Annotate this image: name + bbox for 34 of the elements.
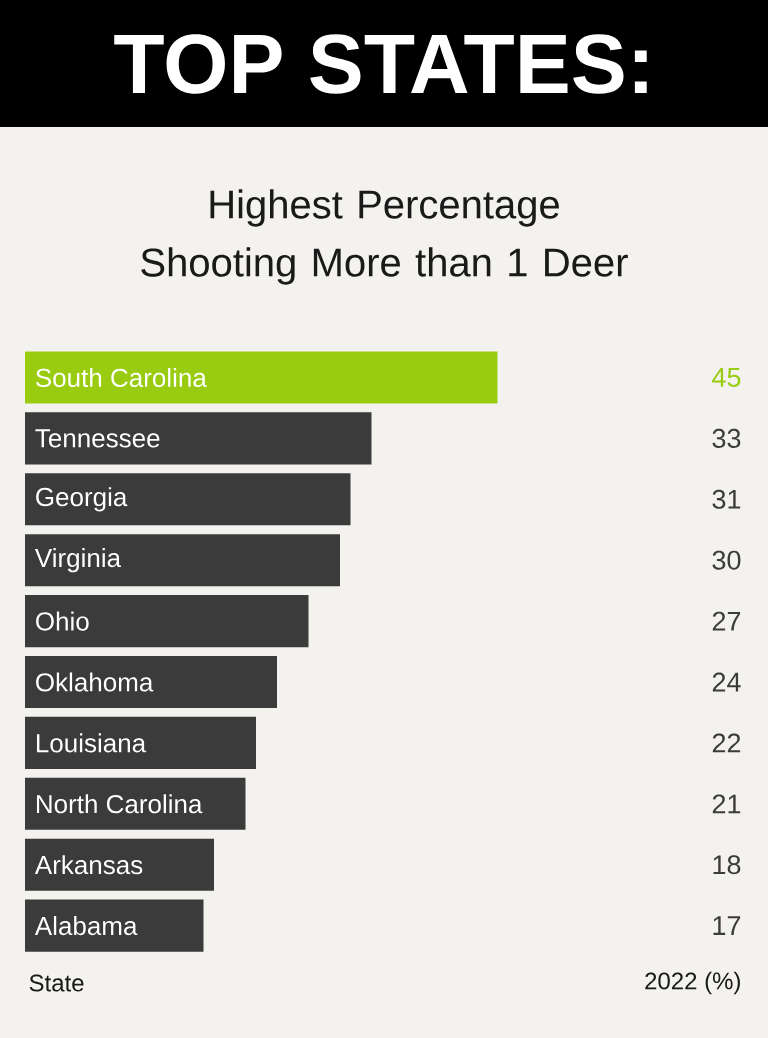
data-label: 18 bbox=[713, 855, 741, 875]
bar bbox=[25, 534, 340, 587]
data-label: 30 bbox=[712, 550, 741, 570]
y-tick-label: Georgia bbox=[36, 487, 128, 512]
y-tick-label: Louisiana bbox=[36, 733, 147, 753]
y-tick-label: Virginia bbox=[34, 548, 122, 573]
data-label: 31 bbox=[712, 489, 741, 509]
data-label: 27 bbox=[712, 611, 741, 631]
y-tick-label: Oklahoma bbox=[36, 672, 154, 692]
data-label: 45 bbox=[712, 368, 741, 387]
bar bbox=[25, 473, 351, 526]
bar bbox=[25, 899, 204, 952]
data-label: 21 bbox=[712, 794, 741, 814]
bar bbox=[25, 716, 256, 769]
data-label: 17 bbox=[713, 916, 741, 935]
y-tick-label: North Carolina bbox=[36, 794, 203, 814]
y-tick-label: Alabama bbox=[34, 916, 138, 936]
data-label: 24 bbox=[712, 672, 741, 692]
y-tick-label: South Carolina bbox=[36, 367, 207, 388]
y-tick-label: Ohio bbox=[36, 611, 89, 631]
y-tick-label: Tennessee bbox=[35, 429, 160, 448]
text: 2022 (%) bbox=[645, 971, 740, 995]
bar bbox=[25, 595, 309, 648]
bar bbox=[25, 838, 214, 891]
y-tick-label: Arkansas bbox=[34, 855, 143, 875]
text: State bbox=[29, 974, 84, 992]
bar bbox=[25, 777, 246, 830]
chart-title: TOP STATES: bbox=[114, 34, 647, 94]
data-label: 33 bbox=[712, 428, 741, 448]
bar bbox=[25, 412, 372, 465]
bar bbox=[25, 655, 277, 709]
data-label: 22 bbox=[712, 733, 741, 753]
chart-subtitle: Highest Percentage Shooting More than 1 Deer bbox=[141, 189, 628, 285]
bar bbox=[25, 351, 498, 404]
